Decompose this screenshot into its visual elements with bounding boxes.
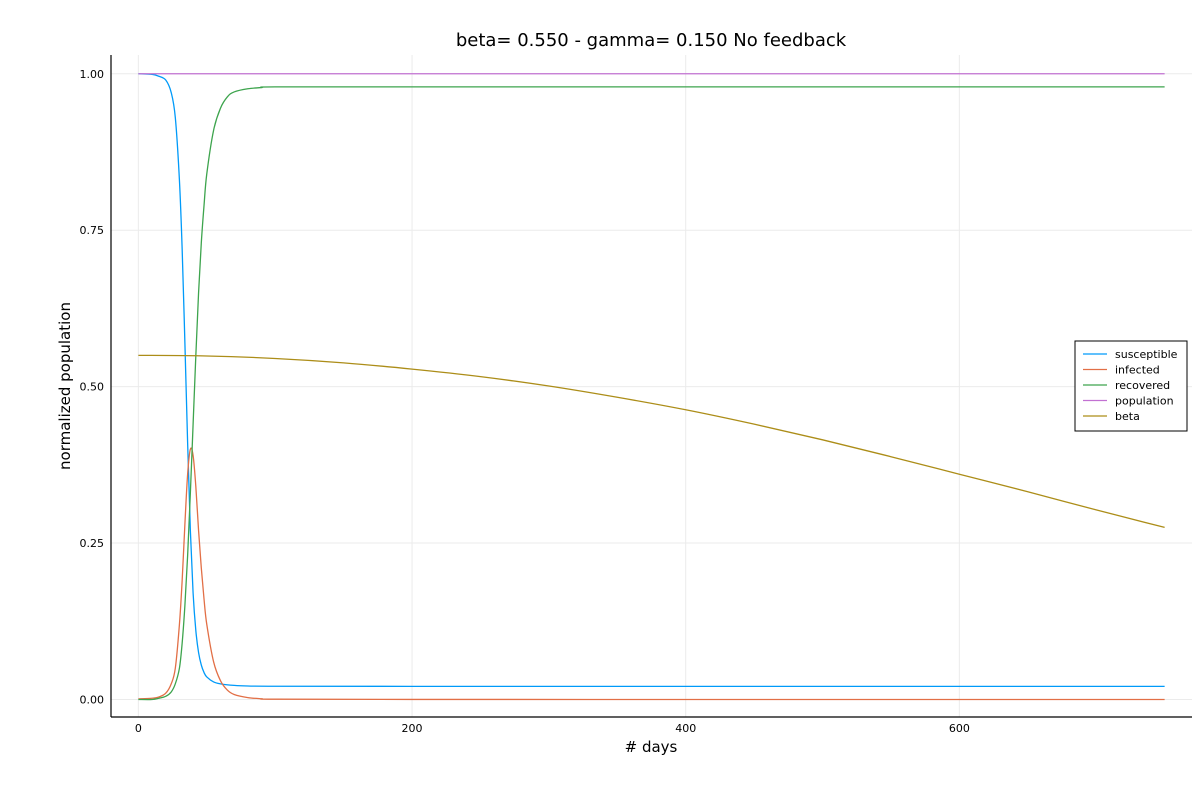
series-lines bbox=[138, 73, 1165, 701]
series-line-infected bbox=[138, 447, 1165, 701]
y-tick-label: 0.75 bbox=[80, 224, 105, 237]
series-line-susceptible bbox=[138, 73, 1165, 687]
y-axis-label: normalized population bbox=[56, 302, 74, 470]
x-tick-label: 600 bbox=[949, 722, 970, 735]
legend-label-susceptible: susceptible bbox=[1115, 348, 1178, 361]
x-tick-label: 200 bbox=[402, 722, 423, 735]
legend-label-infected: infected bbox=[1115, 364, 1160, 377]
y-tick-label: 0.50 bbox=[80, 381, 105, 394]
y-tick-label: 0.25 bbox=[80, 537, 105, 550]
legend-label-beta: beta bbox=[1115, 410, 1140, 423]
x-tick-label: 0 bbox=[135, 722, 142, 735]
y-tick-labels: 0.00 0.25 0.50 0.75 1.00 bbox=[80, 68, 105, 707]
x-axis-label: # days bbox=[625, 738, 678, 756]
legend-label-recovered: recovered bbox=[1115, 379, 1170, 392]
legend: susceptible infected recovered population be… bbox=[1074, 340, 1188, 432]
grid bbox=[111, 55, 1192, 717]
x-tick-label: 400 bbox=[675, 722, 696, 735]
y-tick-label: 1.00 bbox=[80, 68, 105, 81]
chart-title: beta= 0.550 - gamma= 0.150 No feedback bbox=[456, 30, 847, 51]
y-tick-label: 0.00 bbox=[80, 693, 105, 706]
series-line-recovered bbox=[138, 86, 1165, 701]
series-line-beta bbox=[138, 354, 1165, 529]
legend-label-population: population bbox=[1115, 395, 1174, 408]
x-tick-labels: 0 200 400 600 bbox=[135, 722, 970, 735]
